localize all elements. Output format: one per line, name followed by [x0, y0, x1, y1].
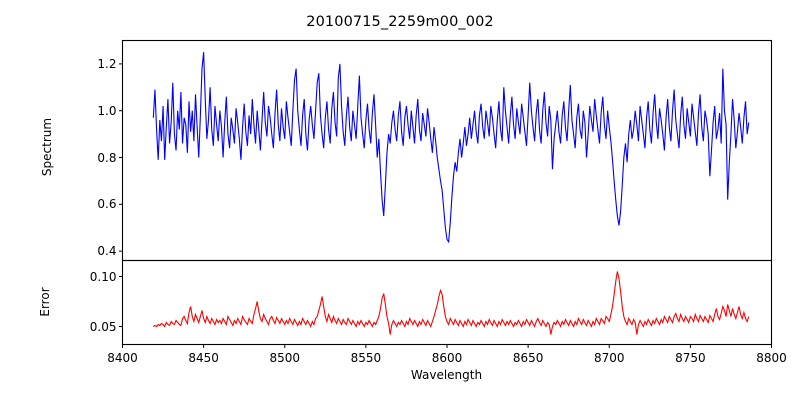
axis-ticks: [119, 63, 772, 348]
x-tick-label: 8750: [675, 350, 706, 365]
y-tick-label: 0.10: [89, 269, 117, 284]
spectrum-data-line: [152, 52, 750, 244]
y-tick-label: 0.8: [97, 150, 117, 165]
axes-frames: [121, 39, 773, 346]
x-tick-label: 8800: [756, 350, 787, 365]
x-tick-label: 8450: [188, 350, 219, 365]
y-tick-label: 1.2: [97, 56, 117, 71]
y-tick-label: 0.05: [89, 319, 117, 334]
x-tick-label: 8550: [350, 350, 382, 365]
x-axis-label: Wavelength: [410, 368, 483, 382]
error-data-line: [153, 271, 750, 335]
y-tick-label: 0.6: [97, 197, 117, 212]
x-tick-label: 8400: [107, 350, 138, 365]
x-tick-label: 8600: [431, 350, 463, 365]
figure-title: 20100715_2259m00_002: [306, 14, 494, 30]
y-tick-label: 0.4: [97, 244, 117, 259]
y-tick-label: 1.0: [97, 103, 117, 118]
x-tick-label: 8700: [593, 350, 625, 365]
x-tick-label: 8650: [512, 350, 544, 365]
x-tick-label: 8500: [269, 350, 301, 365]
